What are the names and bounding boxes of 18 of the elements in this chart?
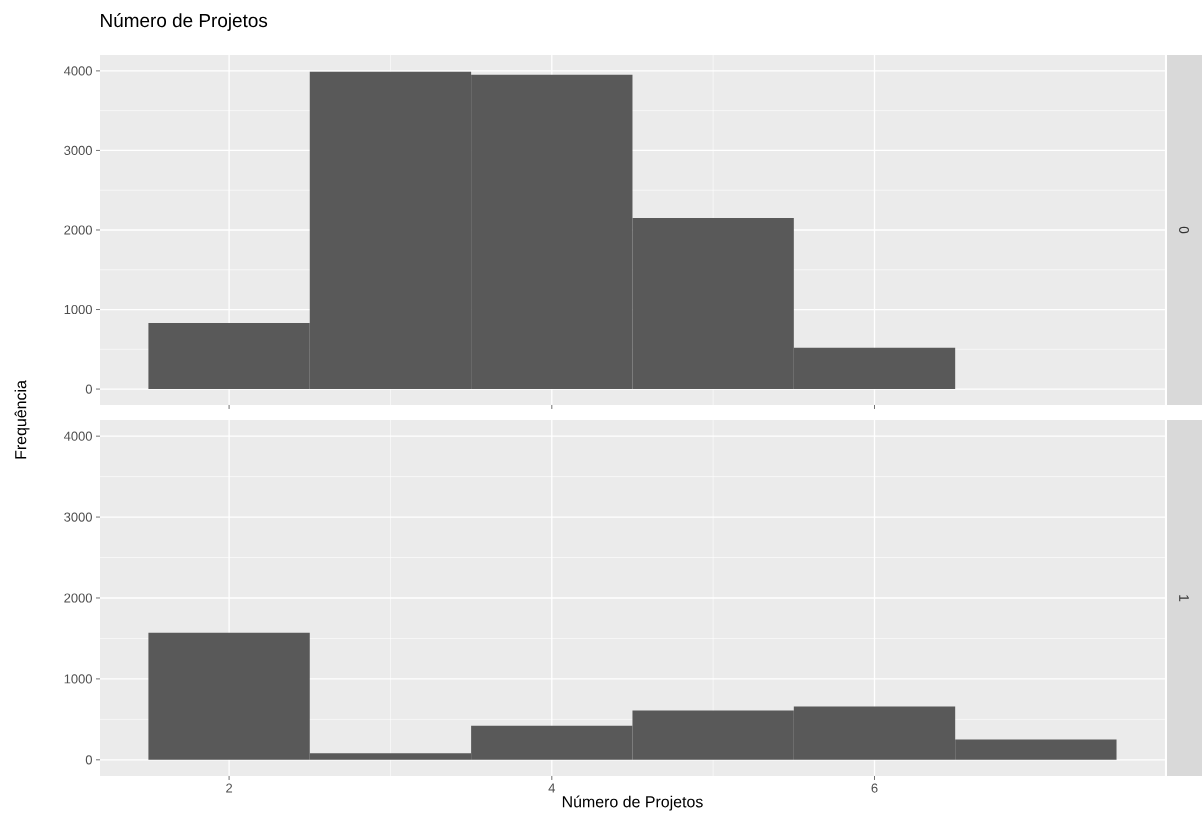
x-tick-label: 2 <box>226 783 233 793</box>
text: 1 <box>1179 595 1189 602</box>
y-tick-label: 3000 <box>64 145 92 156</box>
x-axis-title: Número de Projetos <box>562 795 703 811</box>
chart-title: Número de Projetos <box>101 13 268 31</box>
text: 0 <box>1179 226 1189 234</box>
y-tick-label: 0 <box>85 384 92 394</box>
x-tick-label: 6 <box>871 783 878 793</box>
y-tick-label: 4000 <box>63 431 92 441</box>
y-tick-label: 2000 <box>64 225 92 235</box>
y-tick-label: 3000 <box>64 512 92 522</box>
y-tick-label: 4000 <box>63 66 92 76</box>
y-tick-label: 0 <box>85 755 92 765</box>
y-tick-label: 1000 <box>64 304 92 315</box>
x-tick-label: 4 <box>548 783 556 793</box>
y-tick-label: 1000 <box>64 674 92 684</box>
y-tick-label: 2000 <box>64 593 92 603</box>
y-axis-title: Frequência <box>14 380 30 459</box>
